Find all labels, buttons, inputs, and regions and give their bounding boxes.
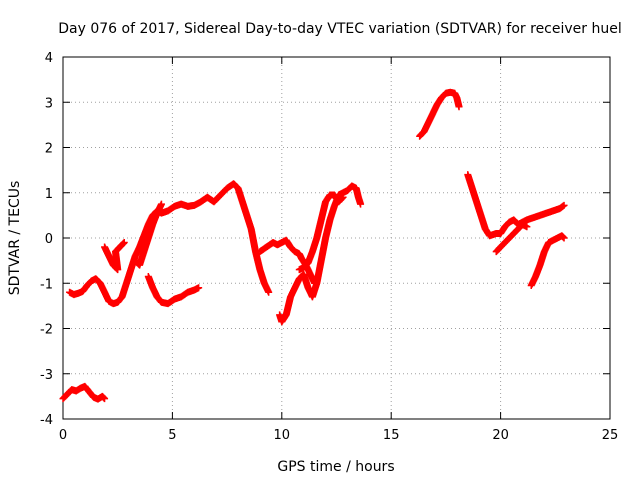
x-tick-label: 10 [274,428,291,443]
data-point [265,288,273,296]
data-series-segment [144,272,203,308]
data-point [560,201,568,209]
y-tick-label: 4 [45,51,53,66]
data-series-segment [276,182,365,326]
y-tick-label: 2 [45,142,53,157]
data-point [101,395,109,403]
data-point [339,193,347,201]
data-point [560,234,568,242]
data-point [195,284,203,292]
axis-ticks: 0 5 10 15 20 25 -4 -3 -2 -1 0 1 2 3 4 [40,51,618,443]
y-tick-label: -3 [40,368,53,383]
data-series-segment [101,239,128,274]
y-axis-label: SDTVAR / TECUs [7,181,23,296]
y-tick-label: 1 [45,187,53,202]
data-points [59,88,568,403]
x-tick-label: 25 [602,428,619,443]
y-tick-label: -4 [40,413,53,428]
data-series-segment [295,191,347,274]
y-tick-label: -2 [40,323,53,338]
data-series-segment [416,88,463,140]
data-series-segment [59,382,109,403]
grid-lines [63,57,610,419]
data-point [157,200,165,208]
y-tick-label: -1 [40,277,53,292]
data-point [523,223,531,231]
data-point [120,239,128,247]
data-series-segment [527,232,568,290]
data-series-segment [66,180,273,308]
y-tick-label: 3 [45,96,53,111]
x-axis-label: GPS time / hours [277,459,394,475]
x-tick-label: 5 [168,428,176,443]
x-tick-label: 15 [383,428,400,443]
chart-title: Day 076 of 2017, Sidereal Day-to-day VTE… [58,21,621,37]
data-point [357,200,365,208]
y-tick-label: 0 [45,232,53,247]
data-point [455,103,463,111]
data-series-segment [492,220,531,256]
x-tick-label: 0 [59,428,67,443]
x-tick-label: 20 [492,428,509,443]
data-series-segment [131,200,165,269]
